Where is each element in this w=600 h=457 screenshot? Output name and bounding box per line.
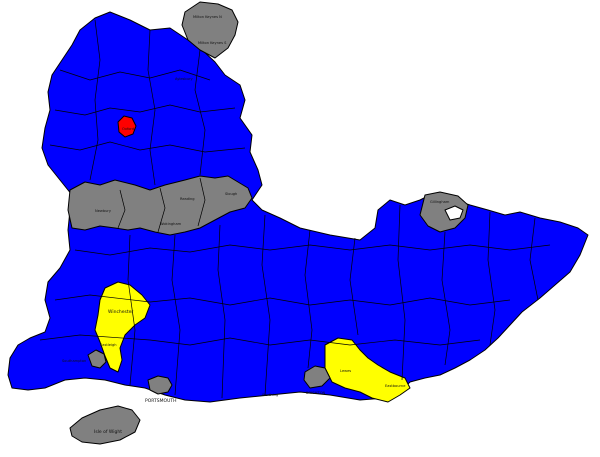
oxford-labour-region[interactable] (117, 115, 137, 138)
label-newbury: Newbury (95, 209, 112, 213)
mainland-conservative-region[interactable] (7, 11, 589, 403)
label-portsmouth: PORTSMOUTH (145, 398, 177, 404)
lewes-libdem-region[interactable] (324, 337, 411, 403)
isle-of-wight-region[interactable] (69, 405, 141, 445)
label-southampton: Southampton (62, 359, 86, 363)
milton-keynes-region[interactable] (181, 1, 239, 59)
label-oxford: Oxford (122, 127, 134, 131)
label-isle-of-wight: Isle of Wight (94, 429, 122, 435)
label-reading: Reading (180, 197, 195, 201)
label-wokingham: Wokingham (160, 222, 182, 226)
label-eastleigh: Eastleigh (100, 343, 117, 347)
label-eastbourne: Eastbourne (385, 384, 406, 388)
label-milton-keynes-n: Milton Keynes N (193, 15, 222, 19)
label-slough: Slough (225, 192, 237, 196)
label-brighton: BRIGHTON (306, 391, 326, 395)
constituency-boundaries (39, 19, 551, 399)
portsmouth-grey-region[interactable] (147, 375, 173, 395)
label-aylesbury: Aylesbury (175, 77, 193, 81)
grey-thames-valley-region[interactable] (67, 175, 253, 236)
medway-grey-region[interactable] (419, 191, 469, 233)
southampton-grey-region[interactable] (87, 349, 107, 369)
label-winchester: Winchester (108, 309, 133, 315)
label-milton-keynes-s: Milton Keynes S (198, 41, 227, 45)
label-worthing: Worthing (262, 393, 278, 397)
label-lewes: Lewes (340, 369, 351, 373)
medway-estuary (444, 205, 464, 221)
brighton-grey-region[interactable] (303, 365, 331, 389)
winchester-libdem-region[interactable] (94, 281, 151, 373)
map-labels: Milton Keynes N Milton Keynes S Winchest… (62, 15, 450, 435)
label-gillingham: Gillingham (430, 200, 450, 204)
